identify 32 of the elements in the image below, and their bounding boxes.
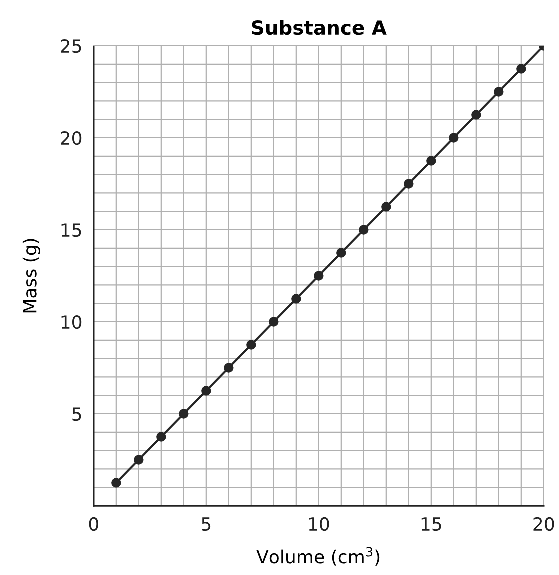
point [179,409,189,419]
x-tick-label: 15 [422,518,442,532]
point [404,179,414,189]
y-axis-title: Mass (g) [22,239,40,313]
x-axis-title: Volume (cm$^{3}$) [256,547,380,566]
y-tick-label: 10 [62,315,82,330]
point [314,271,324,281]
point [134,455,144,465]
x-tick-label: 0 [89,517,98,532]
point [202,386,212,396]
point [382,202,392,212]
point [516,64,526,74]
point [359,225,369,235]
point [156,432,166,442]
point [112,478,122,488]
x-tick-label: 20 [534,517,554,532]
point [336,248,346,258]
point [494,87,504,97]
x-tick-label: 5 [202,518,211,532]
x-tick-label: 10 [309,517,330,532]
point [269,317,279,327]
y-tick-label: 5 [72,408,82,422]
chart-title: Substance A [252,20,387,36]
y-tick-label: 20 [61,131,82,146]
point [224,363,234,373]
y-tick-label: 25 [61,39,82,54]
y-tick-label: 15 [62,224,82,238]
point [246,340,256,350]
point [426,156,436,166]
point [292,294,302,304]
point [472,110,482,120]
point [449,133,459,143]
